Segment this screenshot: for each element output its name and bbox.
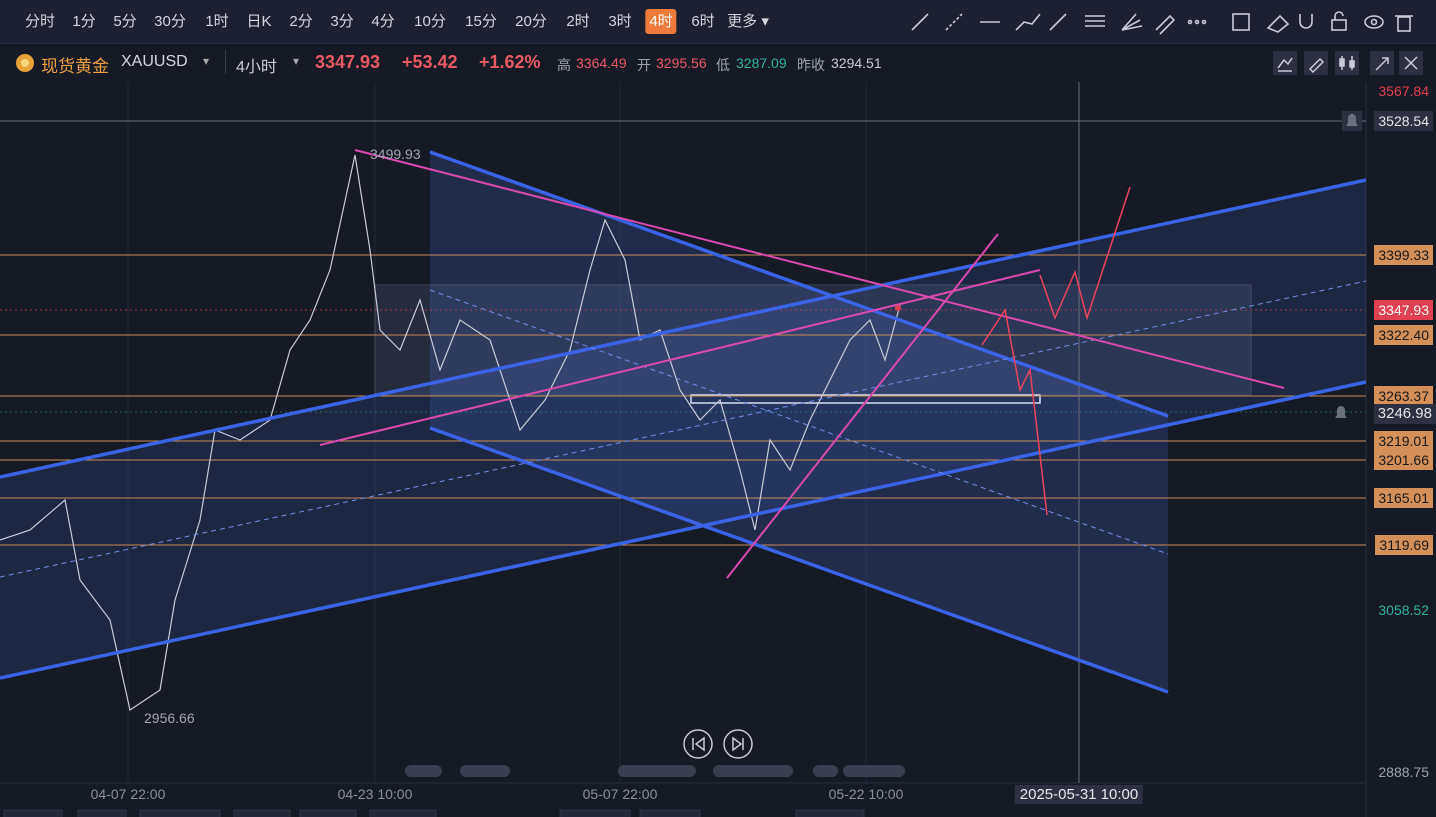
price-label: 3567.84 (1378, 83, 1429, 99)
last-price-dot (895, 305, 901, 311)
interval-button[interactable]: 3分 (330, 13, 354, 30)
range-box (374, 284, 1252, 396)
price-label: 3399.33 (1374, 245, 1433, 265)
interval-button[interactable]: 1分 (72, 13, 96, 30)
bottom-tabs (3, 809, 865, 817)
interval-button[interactable]: 6时 (691, 13, 715, 30)
up-channel-fill (0, 180, 1366, 678)
low-annotation: 2956.66 (144, 710, 195, 726)
alert-bells (1335, 111, 1362, 418)
interval-button[interactable]: 3时 (608, 13, 632, 30)
projection-paths (981, 186, 1131, 516)
trend-lines (319, 149, 1285, 579)
high-annotation: 3499.93 (370, 146, 421, 162)
date-label: 04-07 22:00 (90, 786, 166, 802)
interval-button[interactable]: 15分 (465, 13, 497, 30)
date-label: 05-07 22:00 (582, 786, 658, 802)
interval-button[interactable]: 2分 (289, 13, 313, 30)
interval-button[interactable]: 4分 (371, 13, 395, 30)
interval-button[interactable]: 4时 (645, 9, 677, 34)
separator (225, 50, 226, 74)
prev-close-value: 3294.51 (831, 55, 882, 71)
prev-close-label: 昨收 (797, 57, 825, 73)
toolbar: 更多 ▾ 分时 1分 5分 30分 1时 日K 2分 3分 4分 10分 15分 20分 2时 3时 4时 6… (0, 0, 1436, 44)
symbol-code[interactable]: XAUUSD (121, 53, 188, 70)
price-change: +53.42 (402, 52, 458, 72)
symbol-name[interactable]: 现货黄金 (41, 57, 109, 76)
playback-controls[interactable] (683, 729, 753, 759)
symbol-header: 现货黄金 XAUUSD ▾ 4小时 ▾ 3347.93 +53.42 +1.62… (0, 44, 1436, 82)
price-label: 3246.98 (1373, 404, 1436, 424)
more-label: 更多 (727, 13, 758, 30)
interval-button[interactable]: 分时 (24, 13, 56, 30)
high-label: 高 (557, 57, 571, 73)
interval-button[interactable]: 1时 (205, 13, 229, 30)
high-value: 3364.49 (576, 55, 627, 71)
interval[interactable]: 4小时 (236, 59, 277, 76)
interval-dropdown[interactable]: ▾ (293, 54, 300, 68)
blurred-labels (405, 765, 905, 777)
open-label: 开 (637, 57, 651, 73)
interval-button[interactable]: 10分 (414, 13, 446, 30)
date-label: 05-22 10:00 (828, 786, 904, 802)
price-label: 3263.37 (1374, 386, 1433, 406)
open-value: 3295.56 (656, 55, 707, 71)
interval-button[interactable]: 日K (246, 13, 272, 30)
price-label: 3528.54 (1374, 111, 1433, 131)
price-label: 2888.75 (1378, 764, 1429, 780)
channel-midlines (0, 280, 1367, 578)
level-lines (0, 254, 1366, 546)
interval-button[interactable]: 5分 (113, 13, 137, 30)
price-label: 3058.52 (1378, 602, 1429, 618)
price-label: 3165.01 (1374, 488, 1433, 508)
price-label: 3201.66 (1374, 450, 1433, 470)
date-label: 04-23 10:00 (337, 786, 413, 802)
interval-button[interactable]: 2时 (566, 13, 590, 30)
interval-button[interactable]: 30分 (154, 13, 186, 30)
low-value: 3287.09 (736, 55, 787, 71)
price-change-pct: +1.62% (479, 52, 541, 72)
crosshair-date: 2025-05-31 10:00 (1014, 785, 1144, 804)
price-label: 3347.93 (1374, 300, 1433, 320)
symbol-dropdown[interactable]: ▾ (203, 54, 210, 68)
price-label: 3219.01 (1374, 431, 1433, 451)
channel-lines (0, 150, 1367, 694)
tool-icons (911, 11, 1413, 35)
chart-controls[interactable] (1272, 50, 1432, 76)
symbol-icon (16, 54, 34, 72)
interval-button[interactable]: 20分 (515, 13, 547, 30)
price-trace (0, 154, 901, 711)
price-label: 3119.69 (1375, 535, 1433, 555)
price-label: 3322.40 (1374, 325, 1433, 345)
last-price: 3347.93 (315, 52, 381, 72)
low-label: 低 (716, 57, 730, 73)
more-button[interactable]: 更多 ▾ (727, 13, 769, 30)
